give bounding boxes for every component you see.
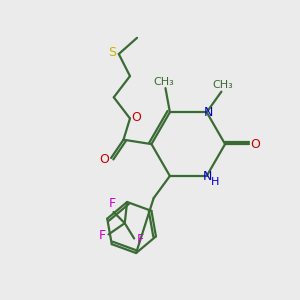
Text: CH₃: CH₃ [154,76,174,87]
Text: F: F [109,197,116,210]
Text: O: O [100,153,110,166]
Text: F: F [136,233,144,247]
Text: CH₃: CH₃ [212,80,233,90]
Text: N: N [202,170,212,183]
Text: O: O [250,138,260,151]
Text: O: O [131,110,141,124]
Text: N: N [203,106,213,119]
Text: S: S [108,46,116,59]
Text: H: H [211,178,219,188]
Text: F: F [99,230,106,242]
